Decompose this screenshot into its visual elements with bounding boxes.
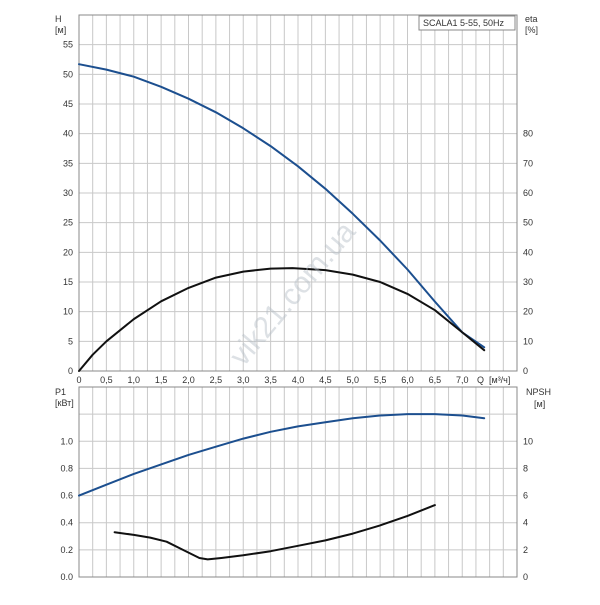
top-left-tick-label: 40 xyxy=(63,129,73,139)
bottom-left-axis-label: P1 xyxy=(55,387,66,397)
top-plot-frame xyxy=(78,14,518,372)
x-axis-unit: [м³/ч] xyxy=(489,375,510,385)
labels-layer: H [м] eta [%] Q [м³/ч] P1 [кВт] NPSH [м]… xyxy=(55,14,551,582)
top-right-tick-label: 60 xyxy=(523,188,533,198)
grid-layer xyxy=(79,15,517,577)
top-right-tick-label: 20 xyxy=(523,307,533,317)
bottom-right-axis-unit: [м] xyxy=(534,399,545,409)
x-tick-label: 2,0 xyxy=(182,375,195,385)
bottom-right-tick-label: 10 xyxy=(523,436,533,446)
x-tick-label: 7,0 xyxy=(456,375,469,385)
bottom-right-tick-label: 6 xyxy=(523,491,528,501)
bottom-left-tick-label: 0.0 xyxy=(60,572,73,582)
plot-frames xyxy=(78,14,518,578)
top-right-tick-label: 70 xyxy=(523,158,533,168)
x-tick-label: 2,5 xyxy=(210,375,223,385)
bottom-right-axis-label: NPSH xyxy=(526,387,551,397)
bottom-right-tick-label: 0 xyxy=(523,572,528,582)
top-left-tick-label: 15 xyxy=(63,277,73,287)
top-left-tick-label: 5 xyxy=(68,336,73,346)
top-left-tick-label: 25 xyxy=(63,218,73,228)
bottom-left-tick-label: 1.0 xyxy=(60,436,73,446)
top-left-tick-label: 35 xyxy=(63,158,73,168)
bottom-right-tick-label: 2 xyxy=(523,545,528,555)
x-tick-label: 6,5 xyxy=(429,375,442,385)
legend-box xyxy=(418,15,516,31)
top-right-tick-label: 40 xyxy=(523,247,533,257)
top-left-axis-unit: [м] xyxy=(55,25,66,35)
x-tick-label: 6,0 xyxy=(401,375,414,385)
x-tick-label: 5,5 xyxy=(374,375,387,385)
x-tick-label: 4,5 xyxy=(319,375,332,385)
bottom-left-tick-label: 0.2 xyxy=(60,545,73,555)
top-right-axis-unit: [%] xyxy=(525,25,538,35)
top-left-axis-label: H xyxy=(55,14,62,24)
top-right-tick-label: 0 xyxy=(523,366,528,376)
bottom-left-axis-unit: [кВт] xyxy=(55,398,74,408)
top-right-tick-label: 80 xyxy=(523,129,533,139)
legend-label: SCALA1 5-55, 50Hz xyxy=(423,18,505,28)
curves-layer xyxy=(78,63,486,561)
x-tick-label: 5,0 xyxy=(346,375,359,385)
x-tick-label: 1,0 xyxy=(127,375,140,385)
top-left-tick-label: 45 xyxy=(63,99,73,109)
top-right-tick-label: 30 xyxy=(523,277,533,287)
bottom-left-tick-label: 0.8 xyxy=(60,463,73,473)
bottom-right-tick-label: 4 xyxy=(523,518,528,528)
x-tick-label: 3,5 xyxy=(264,375,277,385)
bottom-right-tick-label: 8 xyxy=(523,463,528,473)
bottom-plot-frame xyxy=(78,386,518,578)
top-left-tick-label: 30 xyxy=(63,188,73,198)
power-curve xyxy=(78,413,486,497)
top-right-tick-label: 10 xyxy=(523,336,533,346)
bottom-left-tick-label: 0.6 xyxy=(60,491,73,501)
head-curve xyxy=(78,63,486,349)
bottom-left-tick-label: 0.4 xyxy=(60,518,73,528)
npsh-curve xyxy=(113,504,436,561)
top-left-tick-label: 50 xyxy=(63,69,73,79)
x-axis-label: Q xyxy=(477,375,484,385)
x-tick-label: 3,0 xyxy=(237,375,250,385)
top-left-tick-label: 20 xyxy=(63,247,73,257)
watermark: vik21.com.ua xyxy=(223,215,362,372)
top-left-tick-label: 55 xyxy=(63,40,73,50)
top-right-tick-label: 50 xyxy=(523,218,533,228)
efficiency-curve xyxy=(78,267,486,372)
top-left-tick-label: 0 xyxy=(68,366,73,376)
x-tick-label: 1,5 xyxy=(155,375,168,385)
top-left-tick-label: 10 xyxy=(63,307,73,317)
legend: SCALA1 5-55, 50Hz xyxy=(418,15,516,31)
x-tick-label: 0 xyxy=(76,375,81,385)
top-right-axis-label: eta xyxy=(525,14,538,24)
x-tick-label: 4,0 xyxy=(292,375,305,385)
x-tick-label: 0,5 xyxy=(100,375,113,385)
